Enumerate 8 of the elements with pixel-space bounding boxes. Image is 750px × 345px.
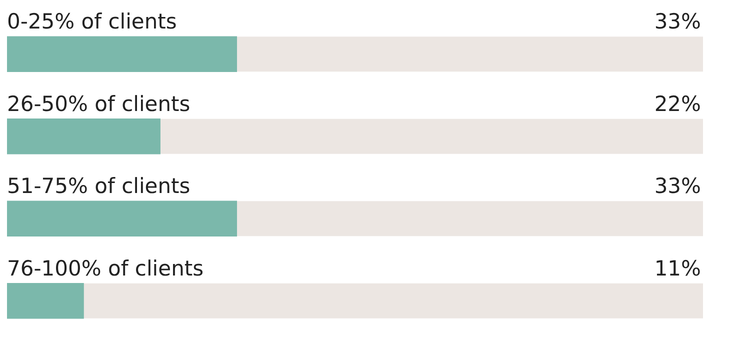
data-label: 33% bbox=[654, 174, 701, 198]
y-tick-label: 51-75% of clients bbox=[7, 174, 190, 198]
y-tick-label: 76-100% of clients bbox=[7, 256, 204, 280]
y-tick-label: 0-25% of clients bbox=[7, 10, 177, 34]
data-label: 11% bbox=[654, 256, 701, 280]
data-label: 22% bbox=[654, 92, 701, 116]
data-label: 33% bbox=[654, 10, 701, 34]
y-tick-label: 26-50% of clients bbox=[7, 92, 190, 116]
